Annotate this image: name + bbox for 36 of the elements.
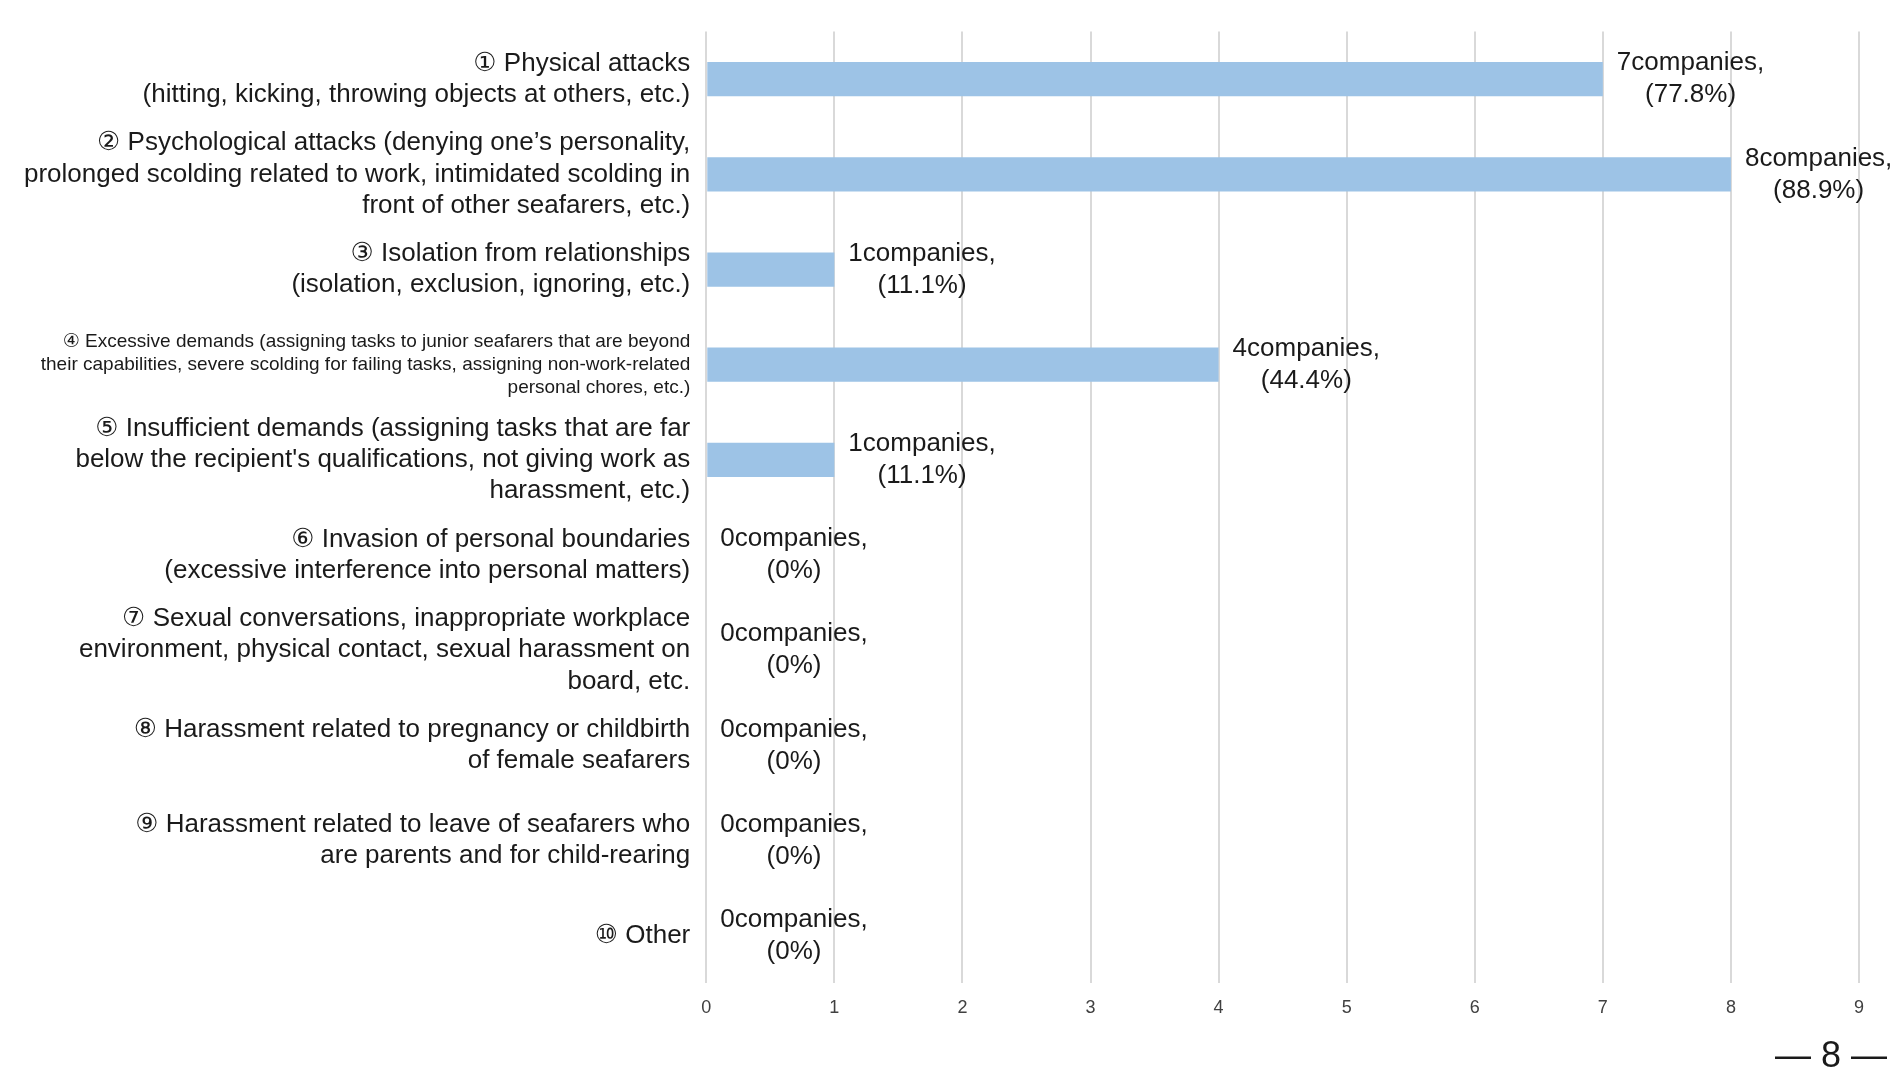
y-tick-label: ⑤ Insufficient demands (assigning tasks that are far below the recipient's qualifications, not giving work as harassment, etc.) bbox=[75, 411, 691, 505]
x-tick-label: 7 bbox=[1597, 997, 1608, 1018]
y-tick-label: ④ Excessive demands (assigning tasks to junior seafarers that are beyond their capabilities, severe scolding for failing tasks, assigning non-work-related personal chores, etc.) bbox=[40, 330, 691, 397]
y-tick-label: ⑨ Harassment related to leave of seafarers who are parents and for child-rearing bbox=[135, 808, 691, 870]
data-label: 0companies, (0%) bbox=[720, 807, 868, 870]
bar bbox=[707, 442, 835, 478]
y-tick-label: ① Physical attacks (hitting, kicking, throwing objects at others, etc.) bbox=[142, 46, 691, 108]
x-tick-label: 2 bbox=[957, 997, 968, 1018]
y-tick-label: ⑩ Other bbox=[594, 918, 691, 949]
y-tick-label: ⑧ Harassment related to pregnancy or childbirth of female seafarers bbox=[133, 713, 691, 775]
x-tick-label: 8 bbox=[1725, 997, 1736, 1018]
bar bbox=[707, 252, 835, 287]
text: — 8 — bbox=[1774, 1033, 1887, 1075]
data-label: 0companies, (0%) bbox=[720, 617, 868, 680]
data-label: 1companies, (11.1%) bbox=[848, 427, 996, 490]
data-label: 8companies, (88.9%) bbox=[1744, 141, 1893, 204]
y-tick-label: ③ Isolation from relationships (isolation, exclusion, ignoring, etc.) bbox=[291, 237, 691, 299]
data-label: 0companies, (0%) bbox=[720, 712, 868, 775]
x-tick-label: 4 bbox=[1213, 997, 1224, 1018]
data-label: 0companies, (0%) bbox=[720, 522, 868, 585]
y-tick-label: ⑥ Invasion of personal boundaries (excessive interference into personal matters) bbox=[164, 522, 691, 584]
x-tick-label: 6 bbox=[1469, 997, 1480, 1018]
x-tick-label: 9 bbox=[1853, 997, 1865, 1018]
bar bbox=[707, 347, 1219, 382]
data-label: 1companies, (11.1%) bbox=[848, 236, 996, 299]
data-label: 7companies, (77.8%) bbox=[1616, 46, 1765, 109]
bar bbox=[707, 157, 1731, 192]
data-label: 0companies, (0%) bbox=[720, 902, 868, 965]
y-tick-label: ② Psychological attacks (denying one’s personality, prolonged scolding related to work, intimidated scolding in front of other seafarers, etc.) bbox=[23, 126, 691, 219]
x-tick-label: 1 bbox=[829, 997, 840, 1018]
x-tick-label: 0 bbox=[701, 997, 712, 1018]
x-tick-label: 5 bbox=[1341, 997, 1352, 1018]
data-label: 4companies, (44.4%) bbox=[1232, 331, 1381, 394]
y-tick-label: ⑦ Sexual conversations, inappropriate workplace environment, physical contact, sexual harassment on board, etc. bbox=[78, 602, 691, 695]
x-tick-label: 3 bbox=[1085, 997, 1096, 1018]
bar bbox=[707, 62, 1603, 97]
